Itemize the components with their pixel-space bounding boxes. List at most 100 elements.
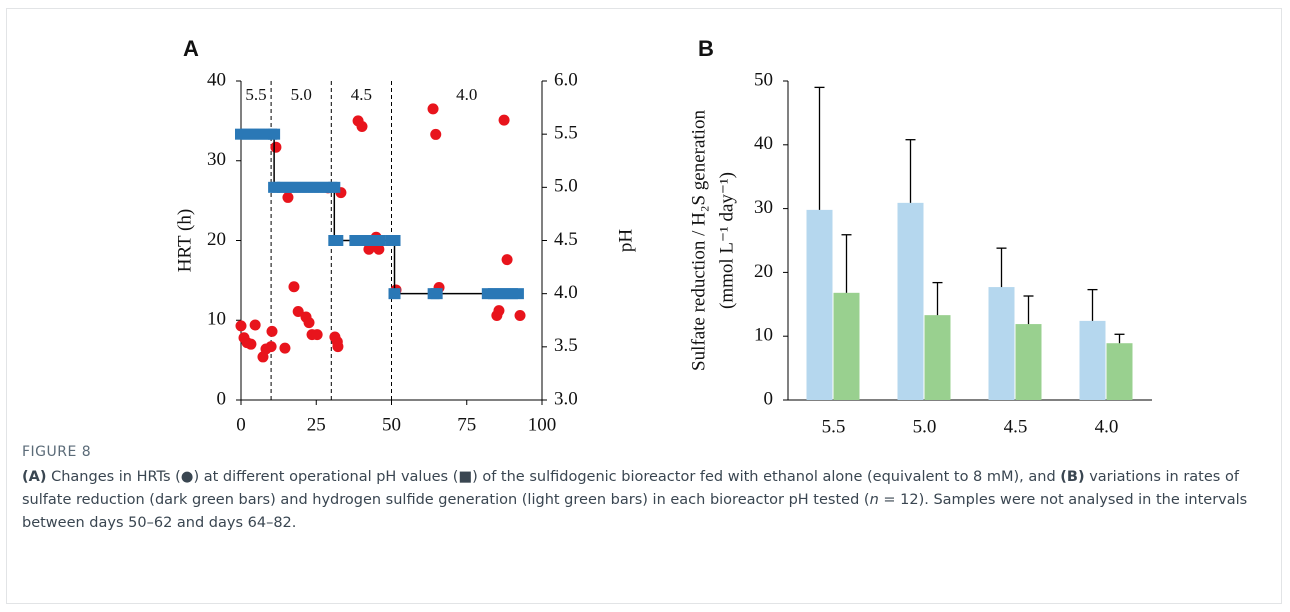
ph-marker <box>487 288 500 300</box>
y2-tick-label: 5.0 <box>554 176 578 197</box>
y-tick-label: 20 <box>207 229 226 250</box>
x-tick-label: 4.0 <box>1095 416 1119 437</box>
x-tick-label: 75 <box>457 414 476 435</box>
figure-charts: ATime (days)02550751000102030403.03.54.0… <box>174 36 1152 437</box>
ph-marker <box>253 128 266 140</box>
y-axis-title: Sulfate reduction / H₂S generation <box>688 110 709 371</box>
hrt-marker <box>265 341 277 353</box>
y-tick-label: 0 <box>217 388 227 409</box>
figure-label: FIGURE 8 <box>22 444 92 460</box>
hrt-marker <box>282 191 294 203</box>
ph-marker <box>361 235 374 246</box>
region-label: 4.5 <box>351 85 372 104</box>
y-tick-label: 30 <box>754 197 773 218</box>
x-tick-label: 100 <box>528 414 557 435</box>
hrt-marker <box>235 320 247 332</box>
hrt-marker <box>266 325 278 337</box>
x-tick-label: 5.5 <box>822 416 846 437</box>
panel-label: B <box>698 36 714 61</box>
hrt-marker <box>501 254 513 266</box>
ph-marker <box>499 288 512 300</box>
ph-marker <box>283 181 296 193</box>
bar <box>1106 343 1133 400</box>
caption-part: (B) <box>1060 469 1085 485</box>
ph-marker <box>349 235 362 246</box>
ph-marker <box>373 235 386 246</box>
ph-marker <box>493 288 506 300</box>
region-label: 5.0 <box>291 85 312 104</box>
caption-part: (A) <box>22 469 47 485</box>
panel-label: A <box>183 36 199 61</box>
ph-marker <box>277 181 290 193</box>
region-label: 5.5 <box>245 85 266 104</box>
y-tick-label: 10 <box>754 325 773 346</box>
ph-marker <box>235 128 247 140</box>
x-tick-label: 5.0 <box>913 416 937 437</box>
y-tick-label: 0 <box>764 388 774 409</box>
x-tick-label: 4.5 <box>1004 416 1028 437</box>
region-label: 4.0 <box>456 85 477 104</box>
ph-marker <box>430 288 443 300</box>
hrt-marker <box>427 103 439 115</box>
ph-marker <box>481 288 494 300</box>
y-tick-label: 40 <box>207 69 226 90</box>
hrt-marker <box>270 141 282 153</box>
bar <box>806 209 833 400</box>
ph-marker <box>307 181 320 193</box>
y2-axis-title: pH <box>615 229 636 253</box>
hrt-marker <box>498 114 510 126</box>
ph-marker <box>271 181 284 193</box>
ph-marker <box>367 235 380 246</box>
y2-tick-label: 3.5 <box>554 335 578 356</box>
ph-marker <box>247 128 260 140</box>
ph-marker <box>301 181 314 193</box>
hrt-marker <box>303 317 315 329</box>
figure-frame <box>6 8 1282 604</box>
x-tick-label: 25 <box>307 414 326 435</box>
y2-tick-label: 5.5 <box>554 123 578 144</box>
ph-marker <box>388 288 401 300</box>
y2-tick-label: 4.0 <box>554 282 578 303</box>
hrt-marker <box>249 319 261 331</box>
y2-tick-label: 6.0 <box>554 69 578 90</box>
caption-part: Changes in HRTs (●) at different operati… <box>46 469 1061 485</box>
hrt-marker <box>356 120 368 132</box>
bar <box>833 292 860 400</box>
ph-marker <box>295 181 308 193</box>
y-tick-label: 30 <box>207 149 226 170</box>
ph-marker <box>289 181 302 193</box>
ph-marker <box>259 128 272 140</box>
hrt-marker <box>514 309 526 321</box>
ph-marker <box>505 288 518 300</box>
y-axis-title: (mmol L⁻¹ day⁻¹) <box>716 172 737 309</box>
y2-tick-label: 3.0 <box>554 388 578 409</box>
bar <box>1079 320 1106 400</box>
hrt-marker <box>245 338 257 350</box>
y-axis-title: HRT (h) <box>174 209 195 272</box>
ph-marker <box>388 235 401 246</box>
x-tick-label: 0 <box>236 414 246 435</box>
series-line <box>241 133 518 295</box>
ph-marker <box>241 128 254 140</box>
figure-caption: (A) Changes in HRTs (●) at different ope… <box>22 466 1262 535</box>
y2-tick-label: 4.5 <box>554 229 578 250</box>
caption-part: = 12). Samples were not analysed in the … <box>22 492 1248 531</box>
ph-marker <box>268 128 281 140</box>
caption-part: n <box>869 492 879 508</box>
bar <box>924 315 951 400</box>
hrt-marker <box>311 329 323 341</box>
hrt-marker <box>332 341 344 353</box>
y-tick-label: 50 <box>754 69 773 90</box>
x-tick-label: 50 <box>382 414 401 435</box>
bar <box>897 202 924 400</box>
hrt-marker <box>373 243 385 255</box>
ph-marker <box>313 181 326 193</box>
ph-marker <box>319 181 332 193</box>
ph-marker <box>511 288 524 300</box>
hrt-marker <box>292 305 304 317</box>
ph-marker <box>328 181 341 193</box>
hrt-marker <box>493 305 505 317</box>
ph-marker <box>331 235 344 246</box>
bar <box>1015 324 1042 400</box>
